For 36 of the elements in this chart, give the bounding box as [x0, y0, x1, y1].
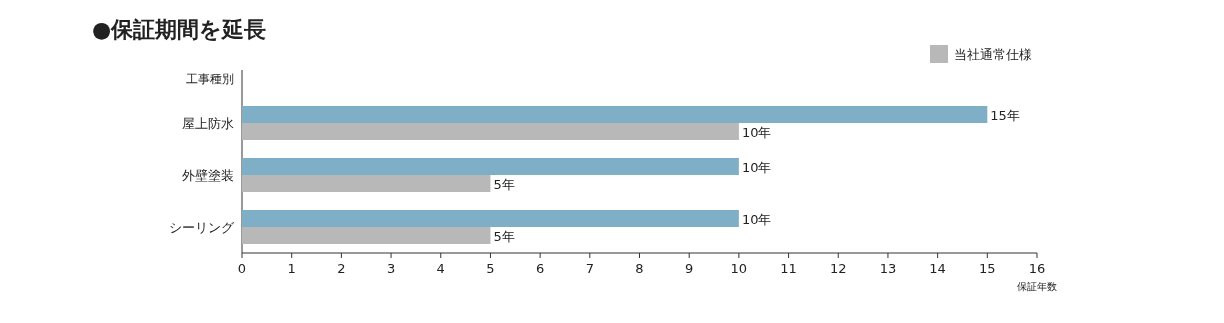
x-tick-label: 12 — [829, 261, 847, 276]
x-tick-label: 2 — [337, 261, 346, 276]
x-tick-label: 13 — [879, 261, 897, 276]
data-label: 10年 — [741, 211, 772, 227]
x-tick-label: 0 — [237, 261, 247, 276]
x-tick-label: 4 — [436, 261, 445, 276]
x-tick-label: 15 — [979, 261, 996, 276]
data-label: 10年 — [741, 124, 772, 140]
x-tick-label: 1 — [287, 261, 296, 276]
bar — [242, 210, 739, 227]
x-axis-title: 保証年数 — [1017, 281, 1057, 292]
chart-title: ●保証期間を延長 — [92, 17, 267, 42]
bar — [242, 227, 491, 244]
legend-label: 当社通常仕様 — [954, 47, 1032, 62]
y-axis-title: 工事種別 — [186, 72, 234, 86]
x-tick-label: 5 — [486, 261, 495, 276]
y-tick-label: 屋上防水 — [182, 116, 234, 131]
bar — [242, 158, 739, 175]
data-label: 15年 — [990, 107, 1020, 123]
data-label: 10年 — [741, 159, 772, 175]
bar — [242, 106, 988, 123]
x-tick-label: 6 — [535, 261, 545, 276]
x-tick-label: 14 — [929, 261, 946, 276]
data-label: 5年 — [493, 228, 515, 244]
x-tick-label: 9 — [685, 261, 694, 276]
x-tick-label: 11 — [780, 261, 797, 276]
x-tick-label: 8 — [635, 261, 644, 276]
x-tick-label: 3 — [386, 261, 396, 276]
data-label: 5年 — [493, 176, 515, 192]
x-tick-label: 7 — [585, 261, 594, 276]
bar — [242, 175, 491, 192]
x-tick-label: 16 — [1028, 261, 1046, 276]
bar — [242, 123, 739, 140]
y-tick-label: シーリング — [169, 220, 235, 235]
y-tick-label: 外壁塗装 — [182, 168, 234, 183]
x-tick-label: 10 — [730, 261, 748, 276]
